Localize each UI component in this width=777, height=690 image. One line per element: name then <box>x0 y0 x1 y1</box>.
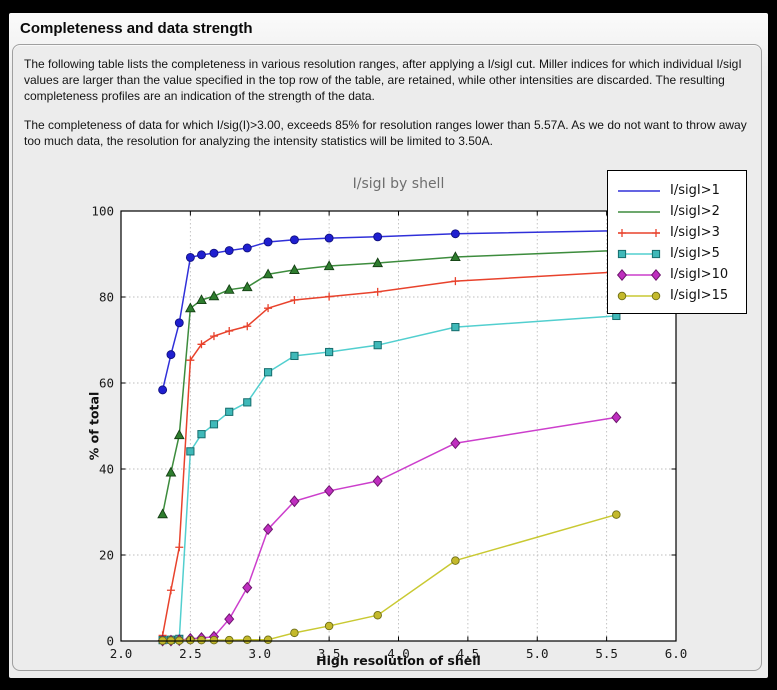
legend-line-sample <box>618 228 660 237</box>
x-tick-label: 2.0 <box>110 646 133 661</box>
x-tick-label: 4.0 <box>387 646 410 661</box>
x-tick-label: 4.5 <box>457 646 480 661</box>
legend-entry: I/sigI>15 <box>616 285 738 306</box>
legend-label: I/sigI>10 <box>670 267 729 282</box>
legend-line-sample <box>616 268 662 281</box>
x-tick-label: 3.0 <box>248 646 271 661</box>
report-window: Completeness and data strength The follo… <box>9 13 768 678</box>
report-panel: The following table lists the completene… <box>12 44 762 671</box>
x-tick-label: 2.5 <box>179 646 202 661</box>
y-axis-label: % of total <box>86 391 102 461</box>
chart-title: I/sigI by shell <box>352 176 445 192</box>
x-axis-label: High resolution of shell <box>316 653 481 668</box>
chart-svg: 2.0 2.5 3.0 3.5 4.0 4.5 5.0 5.5 6.0 0 20 40 60 80 100 <box>91 204 688 662</box>
x-tick-label: 5.5 <box>595 646 618 661</box>
chart-legend: I/sigI>1 I/sigI>2 I/sigI>3 I/sigI>5 I/sigI>1… <box>607 170 747 314</box>
legend-line-sample <box>618 189 660 192</box>
legend-label: I/sigI>2 <box>670 204 720 219</box>
completeness-chart-figure: 2.0 2.5 3.0 3.5 4.0 4.5 5.0 5.5 6.0 0 20 40 60 80 100 … <box>31 161 764 671</box>
y-tick-label: 0 <box>106 634 114 649</box>
legend-line-sample <box>618 210 660 213</box>
legend-line-sample <box>617 249 661 258</box>
y-tick-label: 60 <box>99 376 114 391</box>
y-tick-label: 80 <box>99 290 114 305</box>
page-title: Completeness and data strength <box>20 20 253 37</box>
legend-entry: I/sigI>2 <box>616 201 738 222</box>
x-tick-label: 6.0 <box>665 646 688 661</box>
legend-entry: I/sigI>5 <box>616 243 738 264</box>
x-tick-label: 3.5 <box>318 646 341 661</box>
description-paragraph-2: The completeness of data for which I/sig… <box>24 118 747 148</box>
legend-entry: I/sigI>10 <box>616 264 738 285</box>
x-tick-label: 5.0 <box>526 646 549 661</box>
legend-entry: I/sigI>3 <box>616 222 738 243</box>
description-paragraph-1: The following table lists the completene… <box>24 57 742 103</box>
legend-line-sample <box>617 291 661 300</box>
legend-entry: I/sigI>1 <box>616 180 738 201</box>
y-tick-label: 40 <box>99 462 114 477</box>
legend-label: I/sigI>1 <box>670 183 720 198</box>
legend-label: I/sigI>3 <box>670 225 720 240</box>
y-tick-label: 100 <box>91 204 114 219</box>
y-tick-label: 20 <box>99 548 114 563</box>
legend-label: I/sigI>15 <box>670 288 729 303</box>
legend-label: I/sigI>5 <box>670 246 720 261</box>
